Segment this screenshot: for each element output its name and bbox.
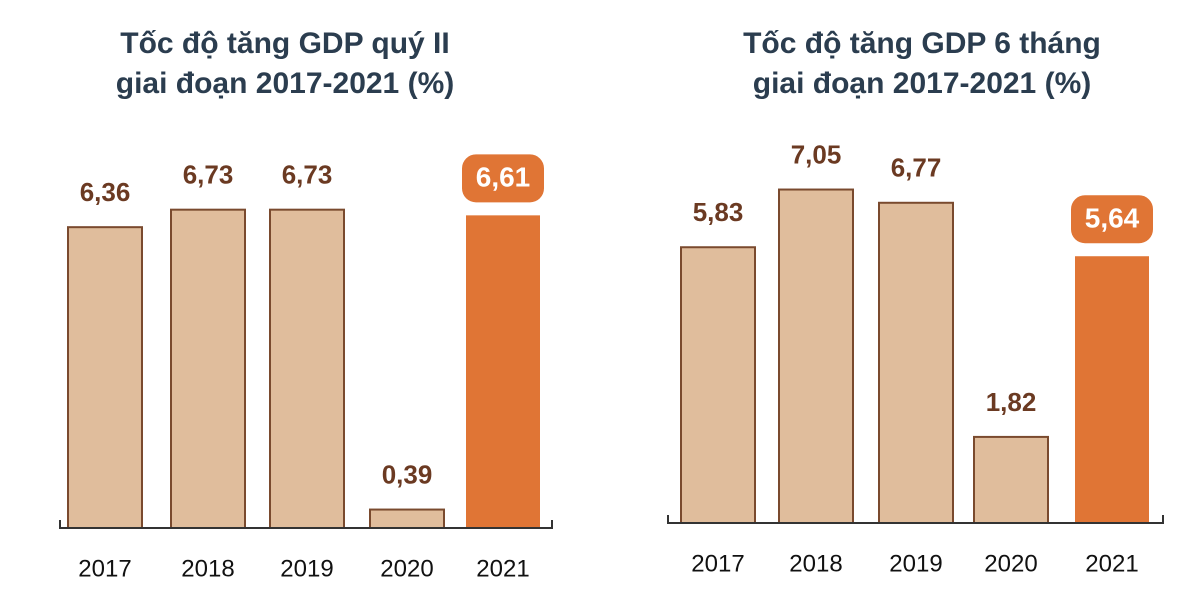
value-label: 0,39	[382, 459, 433, 489]
value-label: 6,36	[80, 177, 131, 207]
x-tick-label: 2018	[181, 555, 234, 582]
bar	[680, 246, 756, 524]
bar	[973, 435, 1049, 524]
value-label: 6,73	[282, 160, 333, 190]
x-tick-label: 2017	[78, 555, 131, 582]
bar	[67, 226, 143, 529]
x-axis	[59, 520, 553, 529]
chart-title: giai đoạn 2017-2021 (%)	[753, 67, 1091, 100]
x-axis	[667, 515, 1164, 524]
bar	[170, 208, 246, 530]
x-tick-label: 2019	[280, 555, 333, 582]
bar	[878, 201, 954, 525]
value-label: 6,73	[183, 160, 234, 190]
x-tick-label: 2021	[1085, 550, 1138, 577]
value-label: 6,61	[476, 162, 531, 193]
bar	[269, 208, 345, 530]
x-tick-label: 2021	[476, 555, 529, 582]
chart-title: Tốc độ tăng GDP 6 tháng	[743, 27, 1101, 60]
x-tick-label: 2019	[889, 550, 942, 577]
value-label-box	[1071, 195, 1153, 244]
value-label: 6,77	[891, 153, 942, 183]
value-label: 7,05	[791, 139, 842, 169]
bar	[1075, 256, 1149, 523]
chart-title: giai đoạn 2017-2021 (%)	[116, 67, 454, 100]
chart-title: Tốc độ tăng GDP quý II	[120, 27, 449, 60]
value-label: 1,82	[986, 387, 1037, 417]
x-tick-label: 2018	[789, 550, 842, 577]
value-label: 5,83	[693, 197, 744, 227]
bar	[369, 508, 445, 530]
value-label-box	[462, 154, 544, 203]
x-tick-label: 2017	[691, 550, 744, 577]
x-tick-label: 2020	[380, 555, 433, 582]
bar	[466, 215, 540, 529]
x-tick-label: 2020	[984, 550, 1037, 577]
bar	[778, 188, 854, 524]
value-label: 5,64	[1085, 203, 1140, 234]
